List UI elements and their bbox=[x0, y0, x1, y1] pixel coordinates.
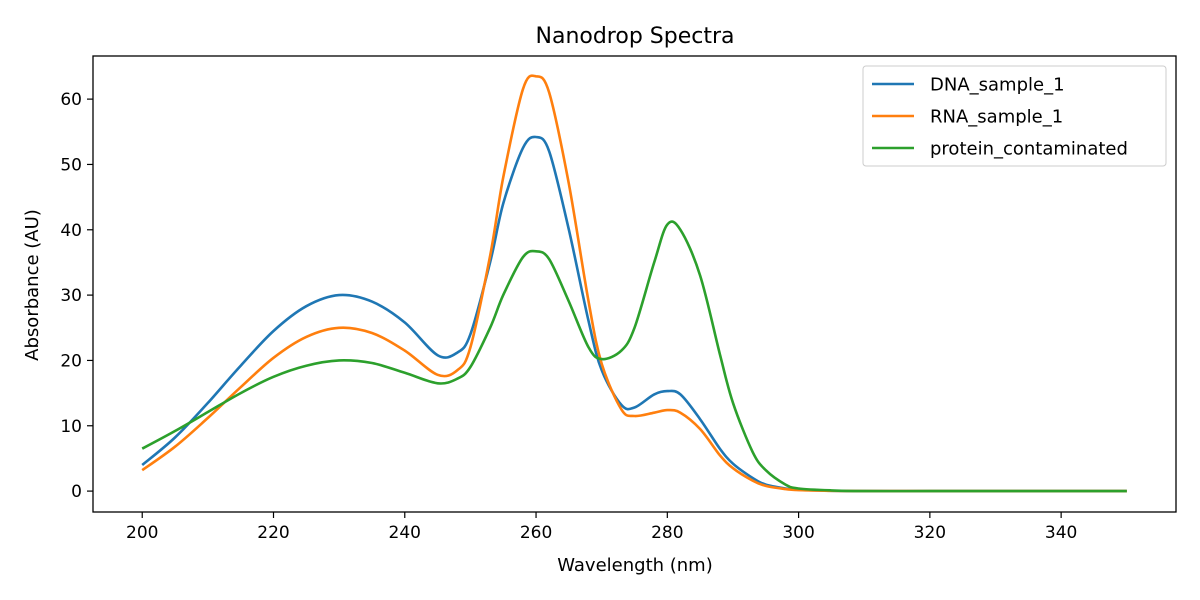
y-tick-label: 50 bbox=[60, 155, 82, 175]
legend: DNA_sample_1 RNA_sample_1 protein_contamin… bbox=[862, 65, 1167, 167]
y-axis-label: Absorbance (AU) bbox=[22, 209, 43, 361]
y-tick-label: 0 bbox=[71, 482, 82, 502]
x-tick-label: 220 bbox=[257, 523, 289, 543]
x-tick-label: 280 bbox=[651, 523, 683, 543]
y-tick-label: 60 bbox=[60, 90, 82, 110]
x-axis-label: Wavelength (nm) bbox=[557, 555, 713, 576]
x-tick-label: 300 bbox=[782, 523, 814, 543]
chart-title: Nanodrop Spectra bbox=[536, 24, 735, 49]
plot-area-frame bbox=[92, 55, 1177, 513]
x-tick-label: 340 bbox=[1045, 523, 1077, 543]
series-line-protein-contaminated bbox=[141, 220, 1127, 493]
y-tick-label: 10 bbox=[60, 417, 82, 437]
legend-label: RNA_sample_1 bbox=[930, 107, 1063, 128]
y-tick-label: 30 bbox=[60, 286, 82, 306]
x-tick-label: 320 bbox=[914, 523, 946, 543]
legend-frame bbox=[862, 65, 1167, 167]
series-lines bbox=[141, 74, 1127, 493]
legend-label: protein_contaminated bbox=[930, 139, 1128, 160]
y-tick-label: 40 bbox=[60, 221, 82, 241]
x-tick-label: 200 bbox=[126, 523, 158, 543]
series-line-dna-sample-1 bbox=[141, 135, 1127, 493]
axis-ticks: 200 220 240 260 280 300 320 340 0 10 20 30 40 50 60 bbox=[60, 90, 1077, 543]
x-tick-label: 260 bbox=[520, 523, 552, 543]
series-line-rna-sample-1 bbox=[141, 74, 1127, 493]
x-tick-label: 240 bbox=[389, 523, 421, 543]
y-tick-label: 20 bbox=[60, 351, 82, 371]
legend-label: DNA_sample_1 bbox=[930, 75, 1065, 96]
